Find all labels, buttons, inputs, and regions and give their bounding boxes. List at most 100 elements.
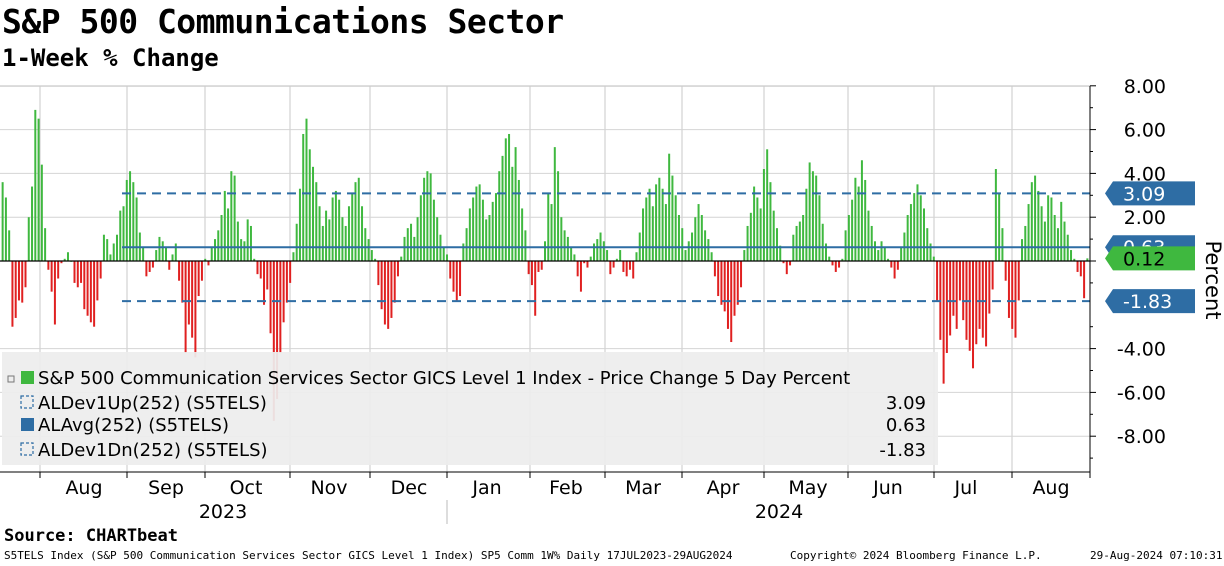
bar: [217, 230, 220, 261]
bar: [478, 184, 481, 261]
bar: [89, 261, 92, 323]
bar: [364, 228, 367, 261]
bar: [557, 171, 560, 261]
bar: [240, 239, 243, 261]
bar: [63, 258, 66, 261]
bar: [445, 254, 448, 261]
footer-copyright: Copyright© 2024 Bloomberg Finance L.P.: [790, 549, 1042, 562]
y-tick-label: -6.00: [1117, 382, 1166, 404]
bar: [743, 250, 746, 261]
legend-expand-icon: [7, 375, 15, 383]
bar: [625, 261, 628, 277]
bar: [648, 188, 651, 261]
bar: [762, 169, 765, 261]
bar: [468, 208, 471, 261]
bar: [11, 261, 14, 327]
bar: [828, 256, 831, 261]
bar: [1086, 258, 1089, 261]
bar: [870, 225, 873, 261]
bar: [926, 228, 929, 261]
bar: [494, 193, 497, 261]
bar: [622, 261, 625, 272]
bar: [80, 261, 83, 283]
bar: [707, 239, 710, 261]
legend-box: [2, 352, 938, 465]
bar: [553, 147, 556, 261]
bar: [400, 256, 403, 261]
bar: [491, 201, 494, 261]
bar: [455, 261, 458, 301]
bar: [40, 164, 43, 261]
bar: [396, 261, 399, 277]
bar: [24, 261, 27, 288]
bar: [913, 193, 916, 261]
bar: [932, 256, 935, 261]
legend-label: ALDev1Up(252) (S5TELS): [38, 393, 267, 414]
bar: [733, 261, 736, 316]
bar: [109, 254, 112, 261]
bar: [298, 188, 301, 261]
bar: [883, 247, 886, 261]
bar: [583, 261, 586, 264]
bar: [295, 223, 298, 261]
bar: [821, 223, 824, 261]
bar: [563, 230, 566, 261]
bar: [534, 261, 537, 316]
bar: [354, 182, 357, 261]
bar: [1014, 261, 1017, 338]
bar: [282, 261, 285, 323]
bar: [115, 234, 118, 261]
bar: [361, 206, 364, 261]
bar: [1053, 215, 1056, 261]
bar: [191, 261, 194, 338]
y-tick-label: 6.00: [1124, 120, 1166, 142]
bar: [655, 184, 658, 261]
bar: [929, 243, 932, 261]
bar: [161, 241, 164, 261]
bar: [955, 261, 958, 329]
bar: [645, 197, 648, 261]
bar: [387, 261, 390, 329]
legend-label: ALAvg(252) (S5TELS): [38, 415, 229, 436]
legend-swatch: [21, 418, 34, 431]
x-month-label: Apr: [707, 477, 740, 499]
bar: [449, 261, 452, 279]
bar: [873, 241, 876, 261]
bar: [736, 261, 739, 305]
bar: [1030, 182, 1033, 261]
bar: [312, 166, 315, 261]
bar: [893, 261, 896, 279]
bar: [230, 171, 233, 261]
bar: [200, 261, 203, 281]
bar: [246, 219, 249, 261]
bar: [923, 208, 925, 261]
bar: [753, 186, 756, 261]
bar: [249, 225, 252, 261]
legend-value: -1.83: [879, 440, 926, 461]
bar: [419, 195, 422, 261]
legend-swatch: [20, 395, 34, 409]
bar: [782, 261, 785, 264]
bar: [740, 261, 743, 288]
bar: [227, 208, 230, 261]
bar: [576, 261, 579, 277]
y-tick-label: 4.00: [1124, 163, 1166, 185]
bar: [165, 247, 167, 261]
bar: [988, 261, 991, 314]
bar: [145, 261, 148, 277]
bar: [831, 261, 834, 266]
x-month-label: Jun: [872, 477, 903, 499]
bar: [775, 228, 778, 261]
bar: [259, 261, 262, 279]
bar: [4, 197, 7, 261]
bar: [34, 109, 37, 261]
bar: [658, 177, 661, 261]
bar: [14, 261, 17, 318]
bar: [713, 261, 716, 277]
bar: [841, 258, 844, 261]
bar: [808, 162, 811, 261]
bar: [694, 217, 697, 261]
bar: [66, 252, 69, 261]
bar: [880, 241, 883, 261]
bar: [452, 261, 455, 292]
